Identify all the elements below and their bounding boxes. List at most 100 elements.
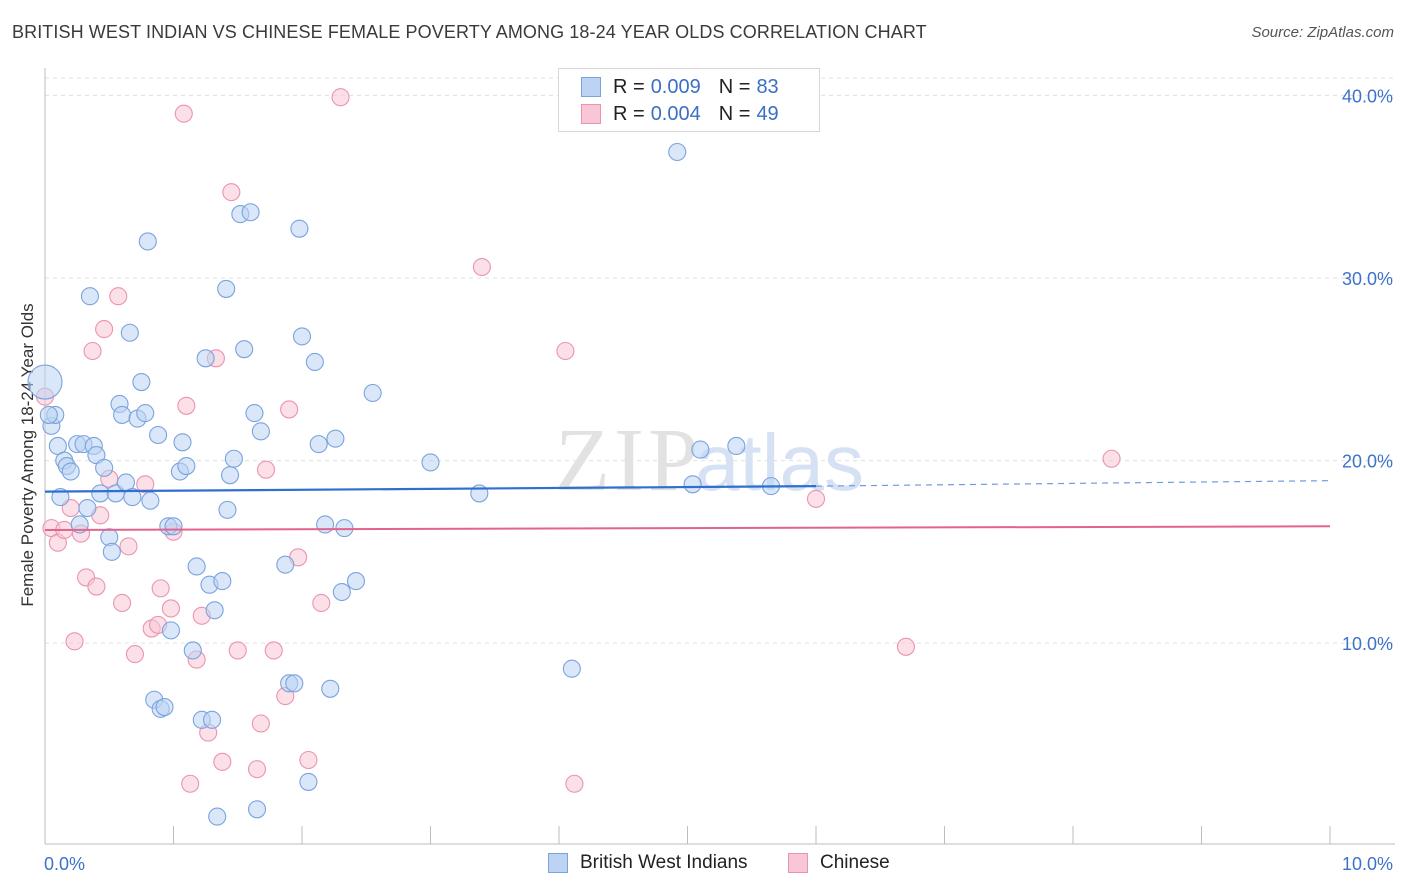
british-west-indian-point	[285, 674, 304, 693]
british-west-indian-point	[247, 800, 267, 819]
british-west-indian-point	[177, 456, 196, 476]
british-west-indian-point	[39, 405, 58, 424]
legend-n-value: 83	[756, 75, 779, 98]
chinese-point	[65, 632, 84, 651]
british-west-indian-points	[27, 142, 781, 826]
british-west-indian-point	[346, 572, 366, 591]
chinese-point	[113, 593, 132, 613]
trend-lines	[44, 480, 1331, 531]
british-west-indian-point	[27, 364, 63, 400]
british-west-indian-point	[91, 484, 110, 503]
x-tick-label: 0.0%	[44, 854, 85, 874]
british-west-indian-point	[141, 491, 160, 510]
chinese-point	[299, 750, 318, 770]
legend-swatch-blue	[581, 77, 601, 97]
x-tick-label: 10.0%	[1342, 854, 1393, 874]
british-west-indian-point	[173, 433, 192, 452]
chinese-point	[109, 287, 128, 306]
grid-lines	[45, 77, 1395, 644]
watermark-zip: ZIP	[555, 411, 702, 510]
british-west-indian-point	[203, 710, 222, 729]
chinese-point	[119, 537, 138, 556]
british-west-indian-point	[683, 475, 702, 494]
legend-swatch-blue	[548, 853, 568, 873]
chinese-point	[228, 641, 247, 660]
british-west-indian-point	[70, 515, 89, 534]
chinese-point	[312, 593, 331, 613]
british-west-indian-point	[123, 488, 142, 507]
british-west-indian-point	[562, 659, 581, 678]
british-west-indian-point	[251, 422, 270, 441]
legend-label: Chinese	[820, 852, 890, 873]
chinese-point	[331, 88, 350, 107]
chinese-point	[251, 714, 270, 733]
chinese-point	[806, 489, 826, 508]
legend-r-label: R =	[613, 102, 645, 125]
british-west-indian-point	[220, 466, 240, 485]
tick-labels: 10.0% 20.0% 30.0% 40.0% 0.0% 10.0%	[44, 86, 1393, 874]
chinese-point	[87, 577, 106, 596]
british-west-indian-point	[80, 287, 100, 306]
axes	[44, 68, 1395, 845]
legend-r-label: R =	[613, 75, 645, 98]
british-west-indian-point	[276, 555, 295, 574]
source-label: Source: ZipAtlas.com	[1251, 24, 1394, 41]
correlation-legend: R = 0.009 N = 83 R = 0.004 N = 49	[558, 68, 820, 132]
british-west-indian-point	[218, 500, 237, 519]
chinese-point	[247, 760, 267, 779]
british-west-indian-point	[138, 232, 157, 251]
british-west-indian-point	[205, 601, 224, 620]
british-west-indian-point	[321, 679, 340, 698]
chinese-point	[151, 579, 170, 598]
british-west-indian-point	[132, 373, 151, 392]
chinese-point	[896, 637, 916, 656]
chinese-point	[177, 396, 196, 415]
british-west-indian-point	[208, 807, 227, 826]
british-west-indian-point	[196, 349, 215, 368]
chinese-point	[1102, 449, 1121, 468]
british-west-indian-point	[292, 327, 312, 346]
legend-item-british-west-indians[interactable]: British West Indians	[548, 852, 748, 874]
legend-item-chinese[interactable]: Chinese	[788, 852, 890, 874]
british-west-indian-point	[305, 352, 324, 372]
british-west-indian-point	[332, 582, 351, 602]
british-west-indian-point	[136, 404, 155, 423]
british-west-indian-point	[421, 453, 440, 472]
chart-title: BRITISH WEST INDIAN VS CHINESE FEMALE PO…	[12, 22, 927, 42]
british-west-indian-point	[78, 498, 97, 518]
british-west-indian-point	[691, 440, 710, 459]
chinese-point	[161, 599, 180, 618]
british-west-indian-trend-line	[44, 485, 817, 493]
chinese-point	[181, 774, 200, 793]
british-west-indian-point	[51, 488, 70, 507]
british-west-indian-point	[290, 219, 309, 238]
y-tick-label: 40.0%	[1342, 86, 1393, 106]
chinese-point	[280, 400, 299, 419]
watermark-atlas: atlas	[695, 418, 864, 507]
legend-r-value: 0.009	[650, 75, 701, 98]
british-west-indian-point	[155, 698, 174, 717]
y-tick-label: 30.0%	[1342, 269, 1393, 289]
chinese-point	[222, 183, 241, 202]
british-west-indian-point	[161, 621, 180, 640]
chinese-point	[125, 645, 144, 664]
british-west-indian-point	[245, 404, 264, 423]
legend-swatch-pink	[788, 853, 808, 873]
british-west-indian-point	[149, 425, 168, 445]
y-tick-label: 10.0%	[1342, 634, 1393, 654]
british-west-indian-point	[120, 323, 139, 342]
british-west-indian-point	[217, 279, 236, 298]
chinese-point	[565, 774, 584, 793]
british-west-indian-point	[164, 517, 183, 536]
legend-row-british-west-indians: R = 0.009 N = 83	[581, 74, 779, 100]
british-west-indian-trend-extension	[815, 480, 1331, 487]
british-west-indian-point	[299, 772, 318, 791]
y-tick-label: 20.0%	[1342, 452, 1393, 472]
chinese-point	[95, 320, 114, 339]
legend-n-label: N =	[718, 102, 751, 125]
legend-n-label: N =	[718, 75, 751, 98]
british-west-indian-point	[213, 572, 232, 591]
chinese-point	[256, 460, 276, 479]
british-west-indian-point	[309, 435, 328, 454]
